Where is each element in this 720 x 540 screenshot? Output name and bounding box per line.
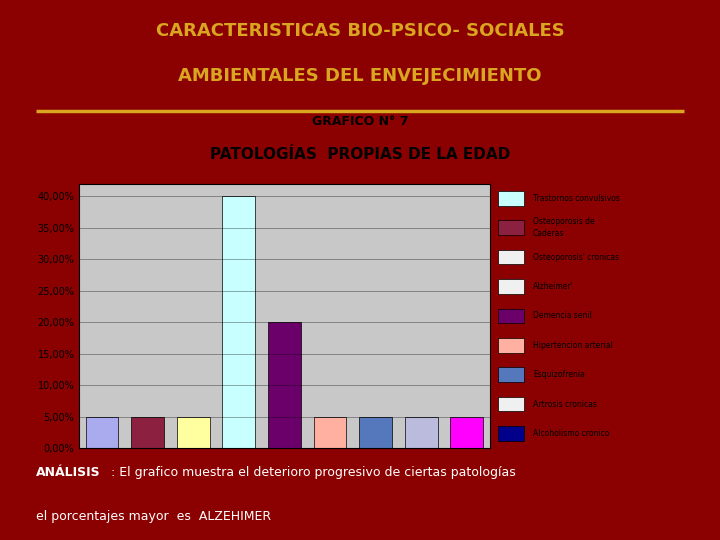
Text: Hipertencion arterial: Hipertencion arterial: [533, 341, 613, 350]
Text: ANÁLISIS: ANÁLISIS: [36, 465, 101, 479]
FancyBboxPatch shape: [498, 338, 524, 353]
Text: Trastornos convulsivos: Trastornos convulsivos: [533, 194, 620, 203]
FancyBboxPatch shape: [498, 250, 524, 265]
Bar: [222, 196, 255, 448]
FancyBboxPatch shape: [498, 397, 524, 411]
Text: PATOLOGÍAS  PROPIAS DE LA EDAD: PATOLOGÍAS PROPIAS DE LA EDAD: [210, 146, 510, 161]
Bar: [359, 417, 392, 448]
Text: Esquizofrenia: Esquizofrenia: [533, 370, 585, 379]
Bar: [405, 417, 438, 448]
Bar: [451, 417, 483, 448]
Text: Alcoholismo cronico: Alcoholismo cronico: [533, 429, 609, 438]
Text: : El grafico muestra el deterioro progresivo de ciertas patologías: : El grafico muestra el deterioro progre…: [111, 465, 516, 479]
FancyBboxPatch shape: [498, 426, 524, 441]
Text: el porcentajes mayor  es  ALZEHIMER: el porcentajes mayor es ALZEHIMER: [36, 510, 271, 523]
Text: Demencia senil: Demencia senil: [533, 312, 592, 320]
Text: CARACTERISTICAS BIO-PSICO- SOCIALES: CARACTERISTICAS BIO-PSICO- SOCIALES: [156, 22, 564, 39]
FancyBboxPatch shape: [498, 191, 524, 206]
Bar: [314, 417, 346, 448]
Text: AMBIENTALES DEL ENVEJECIMIENTO: AMBIENTALES DEL ENVEJECIMIENTO: [179, 67, 541, 85]
Bar: [177, 417, 210, 448]
Text: Caderas: Caderas: [533, 229, 564, 238]
Text: Alzheimer': Alzheimer': [533, 282, 574, 291]
Text: Artrosis cronicas: Artrosis cronicas: [533, 400, 597, 409]
Bar: [131, 417, 164, 448]
Bar: [268, 322, 301, 448]
FancyBboxPatch shape: [498, 367, 524, 382]
Text: GRAFICO N° 7: GRAFICO N° 7: [312, 115, 408, 128]
FancyBboxPatch shape: [498, 279, 524, 294]
Bar: [86, 417, 118, 448]
Text: Osteoporosis' cronicas: Osteoporosis' cronicas: [533, 253, 619, 261]
FancyBboxPatch shape: [498, 309, 524, 323]
Text: Osteoporosis de: Osteoporosis de: [533, 218, 595, 226]
FancyBboxPatch shape: [498, 220, 524, 235]
